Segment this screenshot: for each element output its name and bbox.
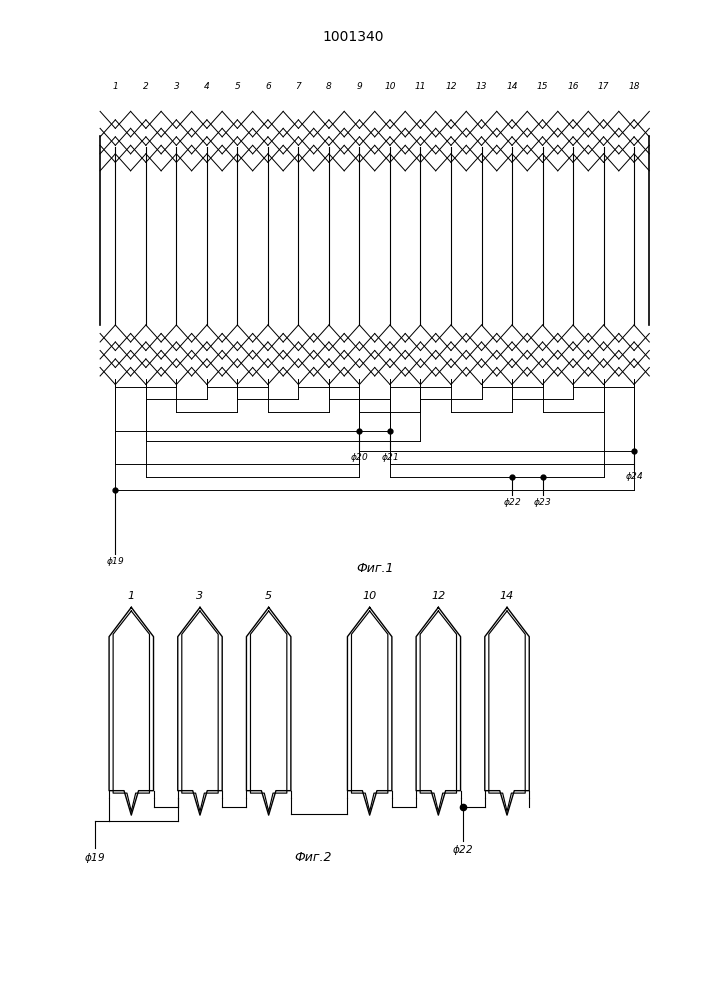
- Text: Фиг.2: Фиг.2: [294, 851, 332, 864]
- Text: 5: 5: [265, 591, 272, 601]
- Text: $\phi$22: $\phi$22: [503, 496, 522, 509]
- Text: 7: 7: [296, 82, 301, 91]
- Text: $\phi$21: $\phi$21: [381, 451, 399, 464]
- Text: 6: 6: [265, 82, 271, 91]
- Text: 11: 11: [415, 82, 426, 91]
- Text: 1: 1: [128, 591, 135, 601]
- Text: 2: 2: [143, 82, 148, 91]
- Text: 12: 12: [431, 591, 445, 601]
- Text: 4: 4: [204, 82, 210, 91]
- Text: 10: 10: [384, 82, 396, 91]
- Text: 10: 10: [363, 591, 377, 601]
- Text: $\phi$22: $\phi$22: [452, 843, 473, 857]
- Text: $\phi$19: $\phi$19: [106, 555, 124, 568]
- Text: 14: 14: [506, 82, 518, 91]
- Text: $\phi$20: $\phi$20: [350, 451, 369, 464]
- Text: 14: 14: [500, 591, 514, 601]
- Text: $\phi$19: $\phi$19: [84, 851, 105, 865]
- Text: 15: 15: [537, 82, 549, 91]
- Text: 3: 3: [197, 591, 204, 601]
- Text: Фиг.1: Фиг.1: [356, 562, 394, 575]
- Text: 3: 3: [173, 82, 180, 91]
- Text: 9: 9: [356, 82, 362, 91]
- Text: 17: 17: [598, 82, 609, 91]
- Text: 1: 1: [112, 82, 118, 91]
- Text: 5: 5: [235, 82, 240, 91]
- Text: 12: 12: [445, 82, 457, 91]
- Text: 8: 8: [326, 82, 332, 91]
- Text: $\phi$23: $\phi$23: [533, 496, 552, 509]
- Text: 16: 16: [567, 82, 579, 91]
- Text: 13: 13: [476, 82, 487, 91]
- Text: 1001340: 1001340: [323, 30, 384, 44]
- Text: 18: 18: [629, 82, 640, 91]
- Text: $\phi$24: $\phi$24: [625, 470, 643, 483]
